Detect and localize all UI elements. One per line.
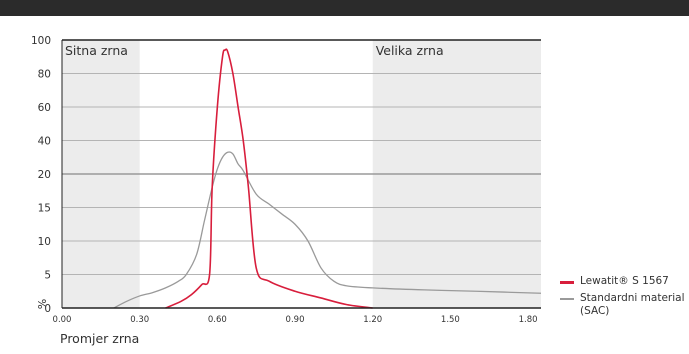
legend-label: Standardni material (SAC) <box>580 292 685 317</box>
legend-swatch <box>560 281 574 284</box>
series-line-lewatit <box>165 48 373 309</box>
x-tick-label: 0.30 <box>130 315 149 325</box>
y-tick-lower: 15 <box>38 203 51 215</box>
y-tick-upper: 40 <box>38 136 51 148</box>
x-tick-label: 1.80 <box>519 315 538 325</box>
y-tick-upper: 20 <box>38 169 51 181</box>
legend-swatch <box>560 298 574 300</box>
x-axis-label: Promjer zrna <box>60 331 139 346</box>
series-line-standard <box>113 151 542 309</box>
x-tick-label: 1.20 <box>363 315 382 325</box>
series-lines <box>113 48 542 309</box>
region-labels: Sitna zrna Velika zrna <box>65 43 444 58</box>
y-tick-upper: 100 <box>31 35 51 47</box>
y-tick-upper: 80 <box>38 69 51 81</box>
legend: Lewatit® S 1567 Standardni material (SAC) <box>560 275 689 322</box>
axes <box>61 39 541 309</box>
top-bar <box>0 0 689 16</box>
x-tick-label: 1.50 <box>441 315 460 325</box>
y-tick-upper: 60 <box>38 102 51 114</box>
grid-lines <box>62 73 541 275</box>
legend-label: Lewatit® S 1567 <box>580 275 669 287</box>
y-tick-lower: 5 <box>44 270 51 282</box>
y-tick-lower: 10 <box>38 236 51 248</box>
region-label-1: Velika zrna <box>376 43 444 58</box>
x-tick-label: 0.00 <box>53 315 72 325</box>
y-axis-label: % <box>35 299 48 309</box>
x-tick-label: 0.90 <box>286 315 305 325</box>
region-label-0: Sitna zrna <box>65 43 128 58</box>
x-tick-label: 0.60 <box>208 315 227 325</box>
y-tick-lower: 0 <box>44 303 51 315</box>
legend-item: Standardni material (SAC) <box>560 292 689 318</box>
legend-item: Lewatit® S 1567 <box>560 275 689 288</box>
x-axis-ticks: 0.00 0.30 0.60 0.90 1.20 1.50 1.80 <box>53 315 538 325</box>
y-axis-ticks: 100 80 60 40 20 15 10 5 0 <box>31 35 51 315</box>
